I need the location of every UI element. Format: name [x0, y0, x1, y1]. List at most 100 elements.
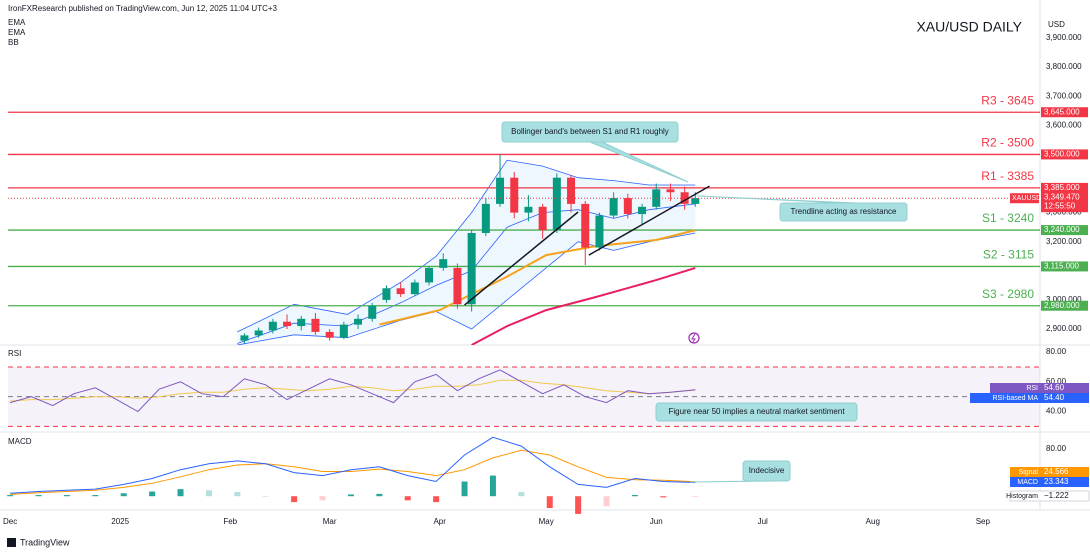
indicator-name: Histogram — [1006, 493, 1038, 500]
x-tick-label: Dec — [3, 517, 17, 526]
macd-line — [10, 436, 696, 494]
price-tag-label: 3,385.000 — [1044, 183, 1080, 192]
level-name: R3 - 3645 — [981, 93, 1034, 107]
histogram-bar — [660, 496, 667, 498]
annotation-pointer — [696, 195, 856, 204]
candle-body — [538, 206, 547, 231]
indicator-tag — [970, 393, 1089, 403]
x-tick-label: Sep — [976, 517, 991, 526]
y-axis-label: USD — [1048, 20, 1065, 29]
candle-body — [339, 324, 348, 338]
price-tag — [1041, 192, 1088, 213]
candle-body — [609, 198, 618, 216]
bb-fill — [237, 160, 696, 345]
x-tick-label: Feb — [223, 517, 237, 526]
indicator-tag — [990, 383, 1089, 393]
candle-body — [240, 335, 249, 341]
x-tick-label: Aug — [866, 517, 880, 526]
level-name: S3 - 2980 — [982, 287, 1034, 301]
candle-body — [297, 318, 306, 327]
x-tick-label: Jun — [650, 517, 663, 526]
candle-body — [453, 267, 462, 305]
candle-body — [354, 318, 363, 325]
histogram-bar — [518, 492, 525, 497]
symbol-label: XAUUSD — [1012, 195, 1041, 202]
candle-body — [481, 203, 490, 233]
indicator-tag — [1010, 477, 1089, 487]
annotation-box — [655, 402, 858, 422]
candle-body — [311, 318, 320, 332]
price-tag-label: 2,980.000 — [1044, 301, 1080, 310]
candle-body — [425, 267, 434, 283]
layer: Dec 2025 Feb Mar Apr May Jun Jul Aug Sep 3,900.000… — [0, 0, 1090, 526]
trendline — [464, 211, 579, 306]
indicator-value: 54.40 — [1044, 393, 1065, 402]
symbol-tag — [1010, 193, 1039, 204]
x-tick-label: Apr — [433, 517, 446, 526]
y-tick-label: 80.00 — [1046, 444, 1067, 453]
histogram-bar — [461, 481, 468, 497]
candle-body — [382, 288, 391, 300]
price-tag — [1041, 182, 1088, 193]
level-name: S2 - 3115 — [983, 248, 1034, 262]
y-tick-label: 3,600.000 — [1046, 120, 1082, 129]
candle-body — [496, 177, 505, 204]
pane-label: RSI — [8, 349, 21, 358]
level-name: R1 - 3385 — [981, 169, 1034, 183]
candle-body — [510, 177, 519, 213]
indicator: EMA — [8, 28, 26, 37]
price-tag — [1041, 261, 1088, 272]
histogram-bar — [489, 475, 496, 497]
histogram-bar — [319, 496, 326, 501]
x-tick-label: Jul — [758, 517, 768, 526]
candle-body — [581, 203, 590, 248]
price-tag — [1041, 300, 1088, 311]
y-tick-label: 3,300.000 — [1046, 208, 1082, 217]
candle-body — [680, 192, 689, 204]
candle-body — [410, 282, 419, 295]
candle-body — [691, 198, 700, 204]
y-tick-label: 3,900.000 — [1046, 33, 1082, 42]
price-tag-label: 3,115.000 — [1044, 262, 1080, 271]
rsi-line — [10, 379, 696, 402]
x-tick-label: May — [539, 517, 554, 526]
candle-body — [467, 232, 476, 305]
indicator: BB — [8, 38, 19, 47]
level-name: S1 - 3240 — [982, 211, 1034, 225]
histogram-bar — [177, 489, 184, 497]
candle-body — [567, 177, 576, 204]
histogram-bar — [262, 496, 269, 497]
y-tick-label: 3,800.000 — [1046, 62, 1082, 71]
event-icon — [688, 332, 700, 344]
ema-line — [471, 266, 696, 345]
price-tag — [1041, 149, 1088, 160]
annotation-pointer — [589, 141, 689, 183]
pane-label: MACD — [8, 437, 32, 446]
ema-line — [379, 229, 696, 326]
annotation-box — [501, 121, 679, 143]
histogram-bar — [603, 496, 610, 507]
candle-body — [666, 189, 675, 193]
annotation-text: Trendline acting as resistance — [791, 207, 898, 216]
candle-body — [638, 206, 647, 215]
indicator-tag — [1009, 490, 1090, 502]
histogram-bar — [404, 496, 411, 501]
histogram-bar — [376, 493, 383, 497]
footer: TradingView — [20, 537, 70, 547]
price-tag-label: 3,645.000 — [1044, 107, 1080, 116]
price-tag-label: 3,500.000 — [1044, 150, 1080, 159]
indicator-name: Signal — [1019, 469, 1039, 476]
price-tag-label: 3,240.000 — [1044, 225, 1080, 234]
level-name: R2 - 3500 — [981, 136, 1034, 150]
annotation-text: Bollinger band's between S1 and R1 rough… — [511, 127, 669, 136]
x-tick-label: Mar — [323, 517, 337, 526]
x-tick-label: 2025 — [111, 517, 129, 526]
y-tick-label: 2,900.000 — [1046, 324, 1082, 333]
bb-upper — [237, 159, 696, 333]
price-tag — [1041, 107, 1088, 118]
histogram-bar — [205, 490, 212, 497]
price-tag — [1041, 225, 1088, 236]
histogram-bar — [234, 492, 241, 497]
histogram-bar — [149, 491, 156, 497]
